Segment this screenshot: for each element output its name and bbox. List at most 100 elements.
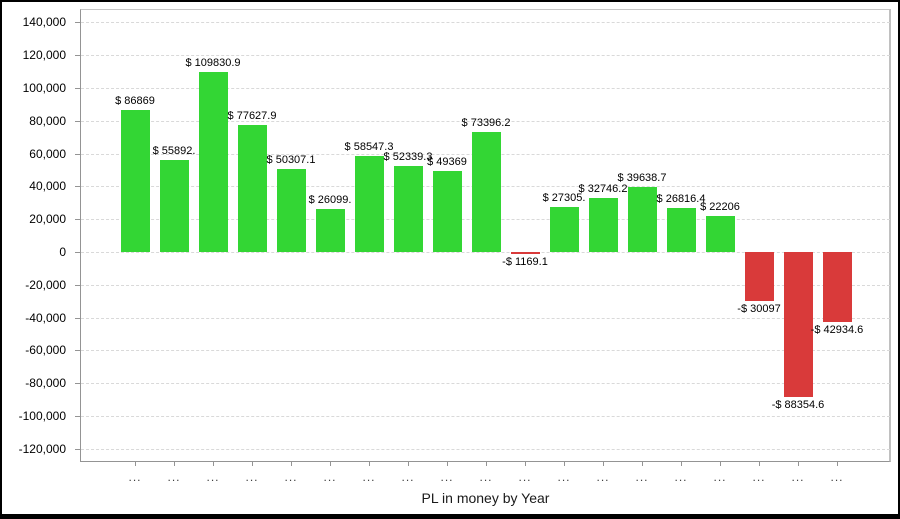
x-axis-tick-label: ... — [128, 470, 142, 484]
x-axis-tick-label: ... — [518, 470, 532, 484]
x-axis-tick — [252, 462, 253, 466]
y-axis-tick — [75, 350, 80, 352]
y-axis-tick-label: 120,000 — [22, 48, 66, 63]
x-axis-tick — [564, 462, 565, 466]
x-axis-tick-label: ... — [752, 470, 766, 484]
x-axis-tick-label: ... — [479, 470, 493, 484]
bar-value-label: -$ 42934.6 — [810, 324, 864, 337]
x-axis-tick — [447, 462, 448, 466]
x-axis-tick-label: ... — [167, 470, 181, 484]
y-axis-tick-label: -80,000 — [25, 376, 66, 391]
y-axis-tick-label: -100,000 — [18, 409, 66, 423]
bar-value-label: $ 26099. — [308, 194, 352, 207]
bar-negative — [744, 252, 774, 302]
gridline — [81, 284, 890, 286]
x-axis-tick-label: ... — [245, 470, 259, 484]
y-axis-tick-label: 80,000 — [29, 113, 66, 128]
gridline — [81, 252, 890, 253]
bar-positive — [588, 198, 618, 252]
bar-positive — [705, 215, 735, 252]
x-axis-tick-label: ... — [284, 470, 298, 484]
x-axis-tick — [408, 462, 409, 466]
bar-positive — [276, 169, 306, 252]
x-axis-tick — [291, 462, 292, 466]
y-axis-tick — [75, 55, 80, 57]
x-axis-tick-label: ... — [635, 470, 649, 484]
y-axis-tick — [75, 153, 80, 155]
bar-value-label: $ 26816.4 — [656, 193, 706, 206]
x-axis-tick — [486, 462, 487, 466]
x-axis-tick — [330, 462, 331, 466]
y-axis-tick-label: -20,000 — [25, 277, 66, 292]
bar-value-label: -$ 1169.1 — [502, 256, 548, 268]
x-axis-tick-label: ... — [206, 470, 220, 484]
x-axis-tick — [603, 462, 604, 466]
bar-positive — [354, 155, 384, 252]
bar-value-label: $ 39638.7 — [617, 171, 667, 184]
bar-value-label: $ 32746.2 — [578, 183, 628, 196]
y-axis-tick — [75, 88, 80, 89]
bar-positive — [159, 160, 189, 252]
x-axis-tick-label: ... — [362, 470, 376, 484]
bar-value-label: $ 50307.1 — [266, 154, 316, 167]
bar-positive — [120, 109, 150, 252]
bar-value-label: -$ 88354.6 — [771, 398, 825, 411]
y-axis-tick-label: 60,000 — [29, 146, 66, 161]
x-axis-tick-label: ... — [830, 470, 844, 484]
y-axis-tick-label: 20,000 — [29, 212, 66, 227]
y-axis-tick — [75, 448, 80, 450]
x-axis-tick-label: ... — [596, 470, 610, 484]
bar-positive — [237, 124, 267, 252]
bar-positive — [315, 209, 345, 252]
y-axis-tick — [75, 252, 80, 253]
x-axis-tick — [369, 462, 370, 466]
x-axis-title: PL in money by Year — [421, 490, 550, 506]
x-axis-tick — [525, 462, 526, 466]
x-axis-tick — [759, 462, 760, 466]
x-axis-tick — [213, 462, 214, 466]
gridline — [81, 22, 890, 24]
bar-value-label: $ 58547.3 — [344, 140, 394, 153]
y-axis-tick — [75, 383, 80, 385]
x-axis-tick — [174, 462, 175, 466]
x-axis-tick — [837, 462, 838, 466]
bar-value-label: $ 73396.2 — [461, 116, 511, 129]
y-axis-tick — [75, 317, 80, 319]
gridline — [81, 416, 890, 417]
x-axis-tick — [642, 462, 643, 466]
x-axis-tick-label: ... — [791, 470, 805, 484]
x-axis-tick — [720, 462, 721, 466]
bar-positive — [432, 171, 462, 252]
bar-value-label: $ 109830.9 — [185, 56, 241, 69]
x-axis-tick-label: ... — [557, 470, 571, 484]
y-axis-tick — [75, 186, 80, 188]
bar-value-label: $ 49369 — [427, 156, 467, 169]
bar-value-label: $ 86869 — [115, 94, 155, 107]
bar-value-label: $ 77627.9 — [227, 109, 277, 122]
bar-positive — [471, 131, 501, 252]
bar-positive — [393, 166, 423, 252]
y-axis-tick-label: 100,000 — [22, 81, 66, 95]
bar-value-label: -$ 30097 — [737, 303, 781, 316]
y-axis-tick — [75, 22, 80, 24]
bar-positive — [627, 186, 657, 252]
y-axis-tick — [75, 219, 80, 221]
bar-value-label: $ 55892. — [152, 145, 196, 158]
bar-positive — [198, 71, 228, 252]
y-axis-tick-label: 140,000 — [22, 15, 66, 30]
x-axis-tick — [681, 462, 682, 466]
gridline — [81, 383, 890, 385]
y-axis-tick — [75, 284, 80, 286]
y-axis-tick-label: -120,000 — [18, 441, 66, 456]
x-axis-tick — [798, 462, 799, 466]
bar-positive — [666, 208, 696, 252]
x-axis-tick-label: ... — [401, 470, 415, 484]
bar-negative — [510, 252, 540, 254]
x-axis-tick-label: ... — [440, 470, 454, 484]
y-axis-tick-label: -40,000 — [25, 310, 66, 325]
gridline — [81, 88, 890, 89]
y-axis-tick-label: 0 — [59, 245, 66, 259]
y-axis-tick — [75, 416, 80, 417]
bar-negative — [783, 252, 813, 397]
